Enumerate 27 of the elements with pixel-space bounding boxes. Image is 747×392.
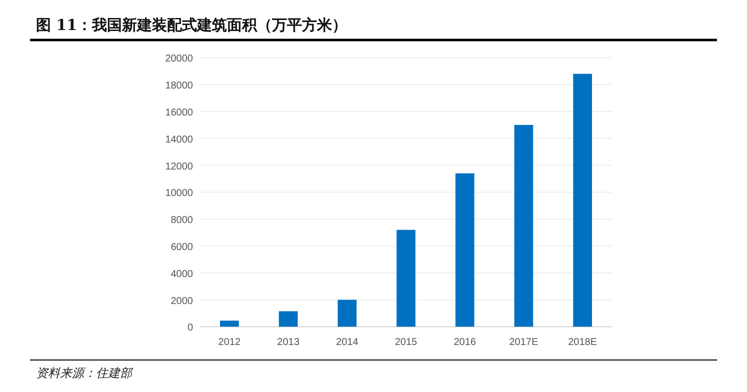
x-tick-label: 2013 [277,337,300,348]
y-tick-label: 14000 [165,134,194,146]
bar [455,173,474,327]
y-tick-label: 2000 [170,296,194,307]
x-tick-label: 2017E [509,337,538,348]
y-tick-label: 16000 [165,108,194,118]
bar [278,311,298,327]
x-tick-label: 2014 [336,337,359,348]
y-tick-label: 0 [187,322,194,334]
y-tick-label: 6000 [170,242,194,253]
bar [396,230,416,327]
y-tick-label: 18000 [165,80,194,92]
y-tick-label: 8000 [170,215,194,226]
bar [220,320,239,327]
bar [514,124,534,327]
y-tick-label: 20000 [165,54,194,65]
x-tick-label: 2015 [394,337,418,348]
bar [573,74,592,327]
x-tick-label: 2016 [454,337,476,348]
x-tick-label: 2012 [218,337,241,348]
bar [338,300,357,327]
x-tick-label: 2018E [568,337,598,348]
y-tick-label: 4000 [170,268,194,280]
y-tick-label: 10000 [165,188,194,200]
chart-title: 图 11：我国新建装配式建筑面积（万平方米） [36,16,348,34]
text: 资料来源：住建部 [36,366,134,380]
y-tick-label: 12000 [165,161,194,172]
